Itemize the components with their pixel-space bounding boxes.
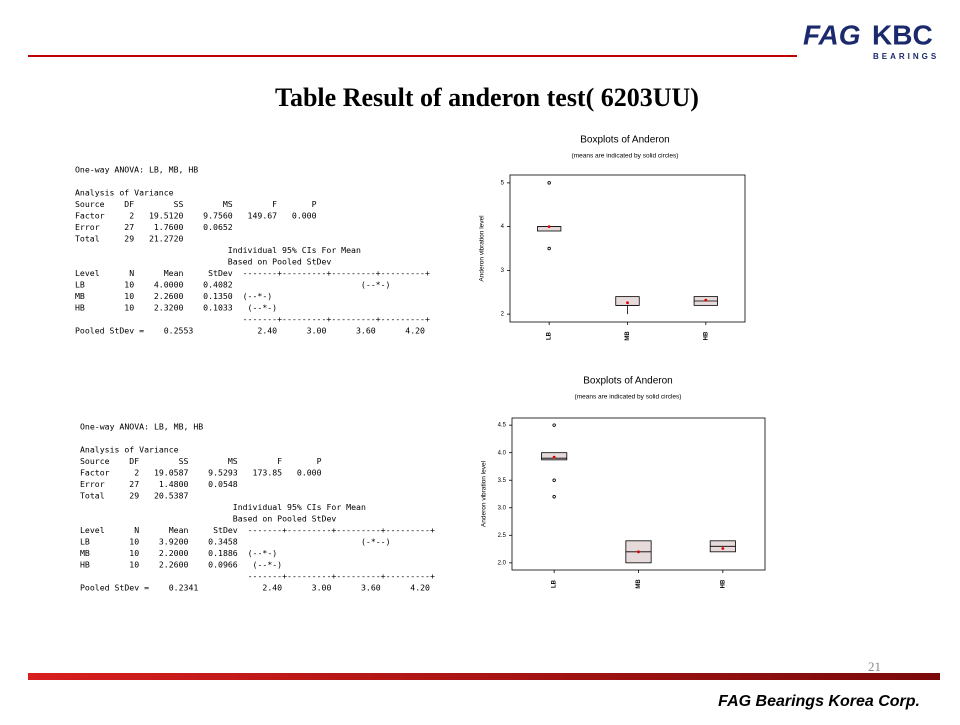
mean <box>704 298 708 302</box>
x-tick-label: HB <box>703 331 709 340</box>
anova-line: Source DF SS MS F P <box>80 456 322 466</box>
outlier <box>552 495 556 499</box>
y-tick-label: 2.0 <box>498 560 507 566</box>
anova-line: Error 27 1.4800 0.0548 <box>80 479 238 489</box>
x-tick-label: MB <box>625 331 631 341</box>
anova-line: Analysis of Variance <box>75 188 174 198</box>
page-number: 21 <box>868 659 881 674</box>
anova-line: Error 27 1.7600 0.0652 <box>75 222 233 232</box>
logo-sub: BEARINGS <box>873 52 939 61</box>
chart-title: Boxplots of Anderon <box>583 376 673 387</box>
anova-line: Pooled StDev = 0.2553 2.40 3.00 3.60 4.2… <box>75 326 425 336</box>
chart-title: Boxplots of Anderon <box>580 135 670 146</box>
y-tick-label: 2 <box>501 312 505 318</box>
chart-subtitle: (means are indicated by solid circles) <box>572 153 679 160</box>
mean <box>552 455 556 459</box>
y-axis-label: Anderon vibration level <box>479 215 486 282</box>
anova-line: MB 10 2.2600 0.1350 (--*-) <box>75 291 272 301</box>
anova-line: Total 29 20.5387 <box>80 491 189 501</box>
anova-line: LB 10 4.0000 0.4082 (--*-) <box>75 280 390 290</box>
y-tick-label: 4 <box>501 224 505 230</box>
mean <box>626 301 629 305</box>
x-tick-label: HB <box>720 579 726 588</box>
slide-title: Table Result of anderon test( 6203UU) <box>275 83 699 112</box>
anova-line: One-way ANOVA: LB, MB, HB <box>75 165 198 175</box>
footer-company: FAG Bearings Korea Corp. <box>718 693 920 710</box>
anova-line: -------+---------+---------+---------+ <box>75 314 430 324</box>
y-tick-label: 3 <box>501 268 505 274</box>
anova-line: -------+---------+---------+---------+ <box>80 571 435 581</box>
x-tick-label: MB <box>636 579 642 589</box>
anova-line: Source DF SS MS F P <box>75 199 317 209</box>
outlier <box>547 246 551 251</box>
anova-line: Individual 95% CIs For Mean <box>80 502 366 512</box>
anova-line: Individual 95% CIs For Mean <box>75 245 361 255</box>
x-tick-label: LB <box>552 579 558 588</box>
anova-line: Factor 2 19.0587 9.5293 173.85 0.000 <box>80 468 322 478</box>
anova-line: Analysis of Variance <box>80 445 179 455</box>
anova-line: HB 10 2.2600 0.0966 (--*-) <box>80 560 282 570</box>
outlier <box>552 478 556 482</box>
y-tick-label: 3.5 <box>498 478 507 484</box>
mean <box>721 547 725 550</box>
outlier <box>552 423 556 427</box>
anova-line: Based on Pooled StDev <box>80 514 336 524</box>
logo-fag: FAG <box>803 19 861 50</box>
mean <box>547 225 551 229</box>
y-axis-label: Anderon vibration level <box>481 460 488 527</box>
anova-line: HB 10 2.3200 0.1033 (--*-) <box>75 303 277 313</box>
anova-line: Total 29 21.2720 <box>75 234 184 244</box>
y-tick-label: 3.0 <box>498 505 507 511</box>
logo-kbc: KBC <box>872 19 933 50</box>
y-tick-label: 5 <box>501 180 505 186</box>
x-tick-label: LB <box>547 331 553 340</box>
anova-line: Based on Pooled StDev <box>75 257 331 267</box>
y-tick-label: 2.5 <box>498 533 507 539</box>
anova-line: Level N Mean StDev -------+---------+---… <box>75 268 430 278</box>
y-tick-label: 4.0 <box>498 450 507 456</box>
chart-subtitle: (means are indicated by solid circles) <box>575 394 682 401</box>
anova-line: MB 10 2.2000 0.1886 (--*-) <box>80 548 277 558</box>
mean <box>637 550 640 554</box>
anova-line: Factor 2 19.5120 9.7560 149.67 0.000 <box>75 211 317 221</box>
outlier <box>547 181 551 185</box>
y-tick-label: 4.5 <box>498 423 507 429</box>
anova-line: LB 10 3.9200 0.3458 (-*--) <box>80 537 391 547</box>
anova-line: Pooled StDev = 0.2341 2.40 3.00 3.60 4.2… <box>80 583 430 593</box>
footer-bar <box>28 673 940 680</box>
anova-line: Level N Mean StDev -------+---------+---… <box>80 525 435 535</box>
anova-line: One-way ANOVA: LB, MB, HB <box>80 422 203 432</box>
